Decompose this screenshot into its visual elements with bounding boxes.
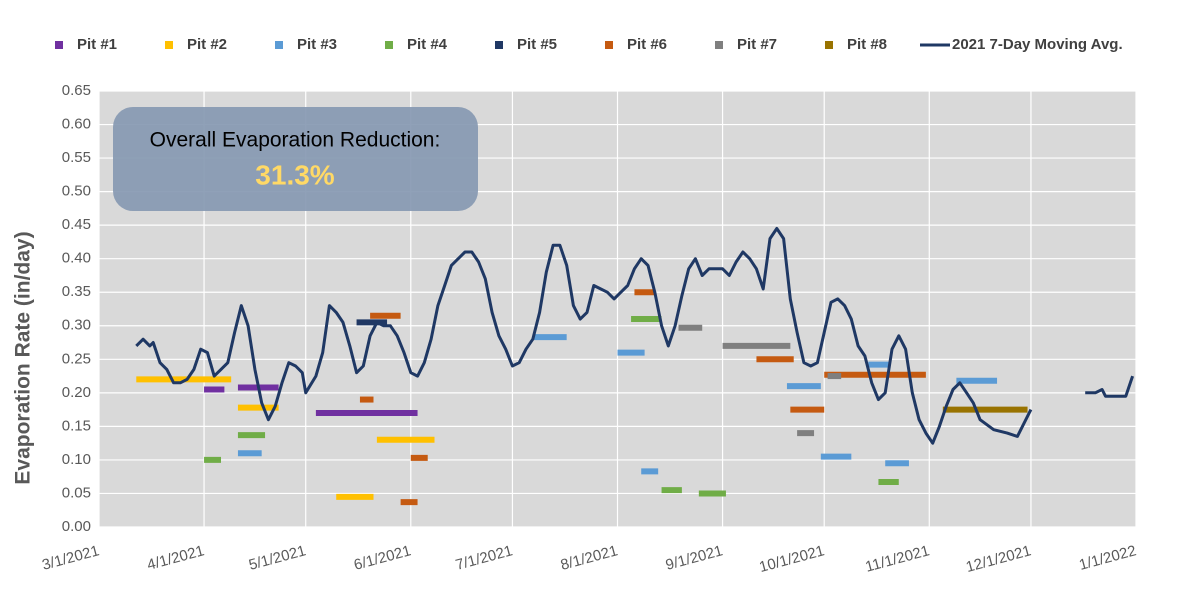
legend-swatch xyxy=(495,41,503,49)
legend-label: Pit #4 xyxy=(407,36,448,53)
x-tick-label: 7/1/2021 xyxy=(454,542,515,574)
legend-label: Pit #7 xyxy=(737,36,777,53)
legend-label: Pit #8 xyxy=(847,36,887,53)
y-tick-label: 0.25 xyxy=(62,350,91,367)
annotation-box xyxy=(113,107,478,211)
y-tick-label: 0.15 xyxy=(62,417,91,434)
x-tick-label: 10/1/2021 xyxy=(757,542,826,576)
legend-label: Pit #2 xyxy=(187,36,227,53)
legend-label: Pit #3 xyxy=(297,36,337,53)
legend-label: Pit #1 xyxy=(77,36,117,53)
legend-label: Pit #6 xyxy=(627,36,667,53)
legend-label: Pit #5 xyxy=(517,36,557,53)
x-tick-label: 11/1/2021 xyxy=(864,542,932,575)
y-tick-label: 0.45 xyxy=(62,216,91,233)
y-tick-label: 0.00 xyxy=(62,518,91,535)
x-tick-label: 12/1/2021 xyxy=(964,542,1033,576)
y-tick-label: 0.05 xyxy=(62,484,91,501)
legend-swatch xyxy=(825,41,833,49)
moving-average-line xyxy=(135,227,1135,445)
x-tick-label: 5/1/2021 xyxy=(247,542,308,574)
y-tick-label: 0.40 xyxy=(62,250,91,267)
legend-swatch xyxy=(385,41,393,49)
x-tick-label: 8/1/2021 xyxy=(559,542,620,574)
y-tick-label: 0.20 xyxy=(62,384,91,401)
y-tick-label: 0.55 xyxy=(62,149,91,166)
y-tick-label: 0.65 xyxy=(62,82,91,99)
annotation-value: 31.3% xyxy=(255,159,334,190)
y-tick-label: 0.30 xyxy=(62,317,91,334)
y-tick-label: 0.35 xyxy=(62,283,91,300)
y-tick-label: 0.50 xyxy=(62,183,91,200)
x-tick-label: 3/1/2021 xyxy=(40,542,101,574)
x-tick-label: 6/1/2021 xyxy=(352,542,413,574)
legend-swatch xyxy=(605,41,613,49)
y-tick-label: 0.10 xyxy=(62,451,91,468)
legend-swatch xyxy=(55,41,63,49)
legend-swatch xyxy=(275,41,283,49)
x-tick-label: 1/1/2022 xyxy=(1077,542,1138,574)
y-axis-label: Evaporation Rate (in/day) xyxy=(12,231,35,484)
x-tick-label: 9/1/2021 xyxy=(664,542,725,574)
x-tick-label: 4/1/2021 xyxy=(145,542,206,574)
legend-swatch xyxy=(715,41,723,49)
legend-label: 2021 7-Day Moving Avg. xyxy=(952,36,1123,53)
annotation-title: Overall Evaporation Reduction: xyxy=(150,129,441,152)
y-tick-label: 0.60 xyxy=(62,116,91,133)
legend-swatch xyxy=(165,41,173,49)
